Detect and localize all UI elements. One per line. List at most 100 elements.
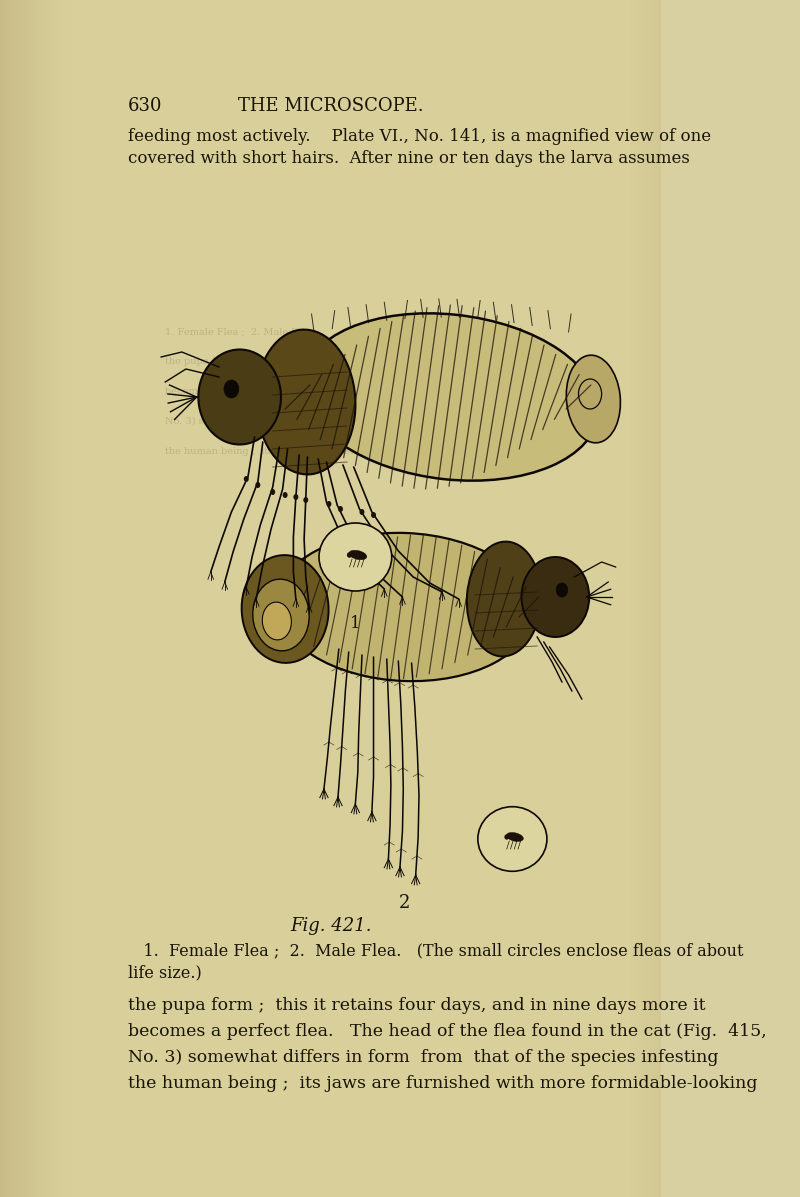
Bar [63,0,65,1197]
Bar [634,0,636,1197]
Bar [43,0,45,1197]
Bar [66,0,67,1197]
Ellipse shape [302,314,598,481]
Text: 1: 1 [350,615,361,632]
Bar [72,0,73,1197]
Ellipse shape [270,490,275,496]
Bar [62,0,63,1197]
Bar [21,0,22,1197]
Bar [45,0,46,1197]
Ellipse shape [467,541,542,656]
Bar [40,0,41,1197]
Bar [642,0,643,1197]
Bar [47,0,48,1197]
Bar [653,0,654,1197]
Bar [643,0,645,1197]
Text: feeding most actively.    Plate VI., No. 141, is a magnified view of one: feeding most actively. Plate VI., No. 14… [128,128,711,145]
Bar [2,0,4,1197]
Bar [654,0,656,1197]
Ellipse shape [504,834,509,839]
Ellipse shape [349,551,367,560]
Bar [25,0,26,1197]
Bar [38,0,40,1197]
Ellipse shape [338,506,343,512]
Bar [37,0,38,1197]
Text: the human being ;  its jaws are furnished with more formidable-looking: the human being ; its jaws are furnished… [128,1075,758,1092]
Bar [9,0,10,1197]
Bar [26,0,27,1197]
Ellipse shape [242,555,329,663]
Bar [638,0,640,1197]
Text: Fig. 421.: Fig. 421. [290,917,371,935]
Bar [61,0,62,1197]
Bar [67,0,68,1197]
Bar [20,0,21,1197]
Bar [630,0,631,1197]
Ellipse shape [371,512,376,518]
Text: the human being ;  its jaws are furnished: the human being ; its jaws are furnished [166,446,369,456]
Bar [15,0,16,1197]
Bar [27,0,29,1197]
Bar [34,0,36,1197]
Ellipse shape [478,807,547,871]
Ellipse shape [522,557,590,637]
Bar [5,0,6,1197]
Bar [48,0,50,1197]
Bar [659,0,661,1197]
Bar [22,0,23,1197]
Ellipse shape [256,329,355,474]
Bar [46,0,47,1197]
Bar [59,0,61,1197]
Bar [23,0,25,1197]
Bar [14,0,15,1197]
Bar [633,0,634,1197]
Bar [31,0,32,1197]
Bar [68,0,70,1197]
Bar [65,0,66,1197]
Text: 1.  Female Flea ;  2.  Male Flea.   (The small circles enclose fleas of about: 1. Female Flea ; 2. Male Flea. (The smal… [128,942,743,959]
Ellipse shape [277,533,533,681]
Bar [11,0,12,1197]
Bar [636,0,638,1197]
Ellipse shape [294,494,298,500]
Bar [10,0,11,1197]
Bar [631,0,633,1197]
Ellipse shape [347,552,352,558]
Ellipse shape [506,832,523,841]
Bar [6,0,7,1197]
Ellipse shape [198,350,281,444]
Ellipse shape [303,497,308,503]
Text: No. 3) somewhat differs in form  from  that: No. 3) somewhat differs in form from tha… [166,417,380,426]
Bar [51,0,52,1197]
Bar [54,0,56,1197]
Bar [658,0,659,1197]
Text: the pupa form ;  this it retains four days, and in nine days more it: the pupa form ; this it retains four day… [128,997,706,1014]
Bar [57,0,58,1197]
Bar [12,0,14,1197]
Bar [36,0,37,1197]
Bar [651,0,653,1197]
Bar [4,0,5,1197]
Bar [73,0,74,1197]
Ellipse shape [262,602,291,640]
Bar [656,0,658,1197]
Bar [56,0,57,1197]
Bar [18,0,20,1197]
Bar [41,0,42,1197]
Ellipse shape [359,509,365,515]
Ellipse shape [255,482,260,488]
Text: 1. Female Flea ;  2. Male Flea.: 1. Female Flea ; 2. Male Flea. [166,327,316,336]
Ellipse shape [326,502,331,508]
Bar [0,0,2,1197]
Text: becomes a perfect flea.   The head of the flea found in the cat (Fig.  415,: becomes a perfect flea. The head of the … [128,1023,767,1040]
Ellipse shape [282,492,287,498]
Bar [50,0,51,1197]
Bar [32,0,34,1197]
Text: the pupa form ;  this it retains four days,: the pupa form ; this it retains four day… [166,357,366,366]
Ellipse shape [556,583,568,597]
Bar [42,0,43,1197]
Ellipse shape [244,476,249,482]
Text: covered with short hairs.  After nine or ten days the larva assumes: covered with short hairs. After nine or … [128,150,690,168]
Ellipse shape [224,379,239,397]
Ellipse shape [566,356,621,443]
